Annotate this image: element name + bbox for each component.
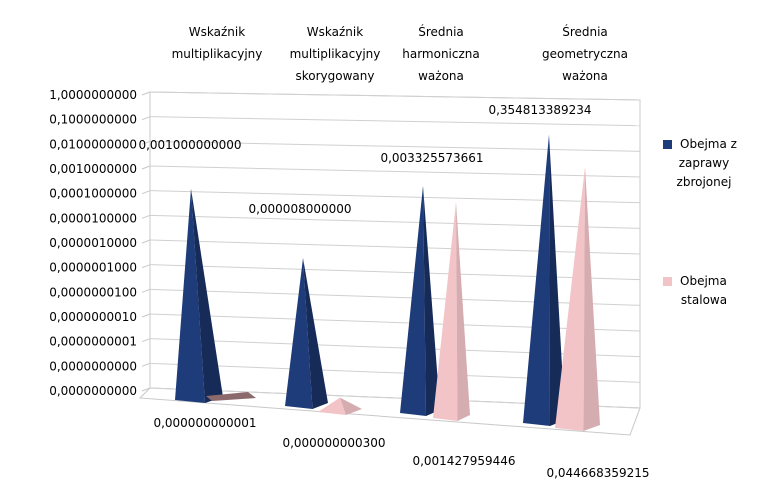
data-label-series-1: 0,354813389234 bbox=[488, 103, 591, 117]
y-tick-label: 1,0000000000 bbox=[49, 88, 137, 102]
gridline-tick bbox=[141, 190, 151, 195]
pyramid-flat bbox=[206, 392, 256, 401]
y-tick-label: 0,0000100000 bbox=[49, 211, 137, 225]
legend-label-line: Obejma bbox=[680, 274, 727, 288]
pyramid-face-right bbox=[583, 166, 600, 431]
category-label-line: multiplikacyjny bbox=[290, 47, 381, 61]
y-tick-label: 0,0000000000 bbox=[49, 384, 137, 398]
gridline bbox=[149, 264, 641, 281]
gridline-tick bbox=[141, 313, 151, 318]
gridline-tick bbox=[141, 264, 151, 269]
y-tick-label: 0,0000000001 bbox=[49, 335, 137, 349]
gridline-tick bbox=[141, 116, 151, 121]
category-label: Średnia geometryczna ważona bbox=[542, 24, 628, 83]
category-label-line: Średnia bbox=[418, 24, 464, 39]
legend: Obejma z zaprawy zbrojonej Obejma stalowa bbox=[663, 137, 737, 307]
legend-swatch bbox=[663, 277, 672, 286]
data-label-series-2: 0,000000000001 bbox=[153, 416, 256, 430]
gridline-tick bbox=[141, 288, 151, 293]
data-label-series-2: 0,000000000300 bbox=[282, 436, 385, 450]
gridline-tick bbox=[141, 214, 151, 219]
data-labels: 0,001000000000 0,000000000001 0,0000080000… bbox=[138, 103, 649, 480]
category-label-line: ważona bbox=[562, 69, 608, 83]
pyramid-bars bbox=[175, 134, 600, 431]
category-label-line: Średnia bbox=[562, 24, 608, 39]
category-label-line: ważona bbox=[418, 69, 464, 83]
pyramid-face-left bbox=[318, 397, 346, 415]
data-label-series-1: 0,001000000000 bbox=[138, 138, 241, 152]
gridline bbox=[149, 190, 641, 204]
gridline bbox=[149, 140, 641, 152]
y-tick-label: 0,0010000000 bbox=[49, 162, 137, 176]
category-label-line: geometryczna bbox=[542, 47, 628, 61]
y-tick-label: 0,0000010000 bbox=[49, 236, 137, 250]
gridline-tick bbox=[141, 362, 151, 367]
pyramid-face-left bbox=[285, 257, 313, 409]
gridline-tick bbox=[141, 91, 151, 96]
pyramid-face-left bbox=[400, 185, 426, 416]
y-tick-label: 0,1000000000 bbox=[49, 113, 137, 127]
pyramid-face-left bbox=[175, 188, 205, 403]
y-tick-label: 0,0001000000 bbox=[49, 187, 137, 201]
category-label-line: Wskaźnik bbox=[189, 25, 245, 39]
legend-label: Obejma stalowa bbox=[680, 274, 727, 307]
pyramid-face-right bbox=[303, 257, 328, 409]
gridline-tick bbox=[141, 165, 151, 170]
y-tick-label: 0,0000000100 bbox=[49, 285, 137, 299]
y-tick-label: 0,0000001000 bbox=[49, 261, 137, 275]
category-label: Średnia harmoniczna ważona bbox=[402, 24, 480, 83]
y-tick-label: 0,0100000000 bbox=[49, 137, 137, 151]
y-axis-tick-labels: 0,0000000000 0,0000000000 0,0000000001 0,00… bbox=[49, 88, 137, 398]
gridline bbox=[149, 214, 641, 229]
gridline bbox=[149, 165, 641, 178]
gridline bbox=[149, 91, 641, 101]
pyramid-face-right bbox=[456, 201, 470, 421]
gridline-tick bbox=[141, 239, 151, 244]
data-label-series-2: 0,001427959446 bbox=[412, 454, 515, 468]
legend-swatch bbox=[663, 140, 672, 149]
category-label-line: harmoniczna bbox=[402, 47, 480, 61]
pyramid-face-left bbox=[555, 166, 585, 431]
gridline-tick bbox=[141, 387, 151, 392]
data-label-series-1: 0,000008000000 bbox=[248, 202, 351, 216]
y-tick-label: 0,0000000000 bbox=[49, 359, 137, 373]
pyramid-face-right bbox=[191, 188, 223, 403]
category-label-line: Wskaźnik bbox=[307, 25, 363, 39]
legend-label-line: zbrojonej bbox=[677, 175, 732, 189]
data-label-series-2: 0,044668359215 bbox=[546, 466, 649, 480]
legend-label: Obejma z zaprawy zbrojonej bbox=[677, 137, 737, 189]
category-label: Wskaźnik multiplikacyjny skorygowany bbox=[290, 25, 381, 83]
pyramid-face-left bbox=[523, 134, 550, 427]
pyramid-face-left bbox=[433, 201, 458, 421]
category-label-line: skorygowany bbox=[296, 69, 375, 83]
legend-label-line: zaprawy bbox=[679, 156, 729, 170]
gridline-tick bbox=[141, 140, 151, 145]
gridline-tick bbox=[141, 338, 151, 343]
pyramid-face-right bbox=[340, 397, 362, 415]
pyramid-face-right bbox=[549, 134, 565, 427]
category-label-line: multiplikacyjny bbox=[172, 47, 263, 61]
category-label: Wskaźnik multiplikacyjny bbox=[172, 25, 263, 61]
pyramid-face-right bbox=[423, 185, 440, 416]
y-tick-label: 0,0000000010 bbox=[49, 310, 137, 324]
category-labels: Wskaźnik multiplikacyjny Wskaźnik multiplik… bbox=[172, 24, 628, 83]
gridline bbox=[149, 239, 641, 255]
legend-label-line: Obejma z bbox=[680, 137, 737, 151]
gridline bbox=[149, 116, 641, 127]
legend-label-line: stalowa bbox=[681, 293, 727, 307]
data-label-series-1: 0,003325573661 bbox=[380, 151, 483, 165]
